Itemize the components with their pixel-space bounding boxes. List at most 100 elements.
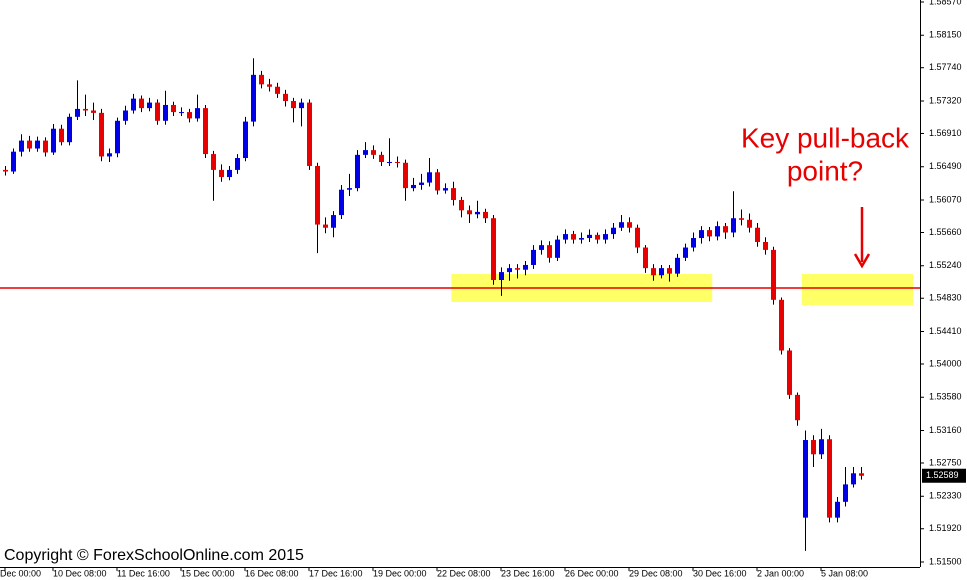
y-tick-label: 1.53160	[929, 425, 962, 435]
candle-body	[683, 247, 688, 258]
candle-body	[19, 140, 24, 152]
candle-body	[291, 100, 296, 109]
y-tick-label: 1.58150	[929, 30, 962, 40]
candle-body	[587, 234, 592, 239]
y-tick-label: 1.54410	[929, 326, 962, 336]
candle-body	[251, 74, 256, 122]
candle-body	[443, 188, 448, 191]
candle-body	[91, 110, 96, 113]
candle-body	[83, 108, 88, 111]
candle-body	[619, 222, 624, 228]
candle-body	[675, 257, 680, 274]
x-tick-label: 5 Jan 08:00	[821, 568, 868, 578]
candle-body	[211, 154, 216, 170]
candle-body	[491, 218, 496, 281]
annotation: point?	[787, 155, 863, 186]
candle-body	[411, 184, 416, 189]
y-tick-label: 1.52330	[929, 491, 962, 501]
candle-body	[435, 172, 440, 191]
x-tick-label: 11 Dec 16:00	[117, 568, 170, 578]
candle-body	[731, 218, 736, 233]
y-tick-label: 1.51920	[929, 523, 962, 533]
x-tick-label: 2 Jan 00:00	[757, 568, 804, 578]
candle-body	[515, 268, 520, 270]
candle-body	[811, 440, 816, 455]
candle-body	[523, 264, 528, 270]
candle-body	[427, 172, 432, 183]
candle-body	[851, 473, 856, 485]
last-price-box	[922, 468, 966, 483]
candle-body	[371, 150, 376, 155]
candle-body	[115, 120, 120, 154]
candle-body	[747, 219, 752, 228]
candle-body	[99, 112, 104, 157]
candle-body	[283, 93, 288, 101]
candle-body	[539, 245, 544, 250]
candle-body	[235, 158, 240, 170]
y-tick-label: 1.51500	[929, 556, 962, 566]
candle-body	[123, 110, 128, 121]
candle-body	[723, 226, 728, 233]
candle-body	[451, 188, 456, 201]
candle-body	[243, 121, 248, 159]
candle-body	[827, 439, 832, 518]
y-tick-label: 1.56910	[929, 128, 962, 138]
candles	[3, 58, 864, 551]
copyright: Copyright © ForexSchoolOnline.com 2015	[4, 547, 304, 564]
candle-body	[419, 182, 424, 185]
x-tick-label: 16 Dec 08:00	[245, 568, 299, 578]
candle-body	[307, 102, 312, 166]
candle-body	[859, 473, 864, 476]
candle-body	[323, 224, 328, 228]
candle-body	[787, 350, 792, 395]
y-tick-label: 1.57320	[929, 95, 962, 105]
candle-body	[355, 154, 360, 189]
x-tick-label: 22 Dec 08:00	[437, 568, 491, 578]
candle-body	[299, 102, 304, 109]
y-tick-label: 1.52750	[929, 457, 962, 467]
candle-body	[131, 98, 136, 111]
candle-body	[35, 140, 40, 149]
candle-body	[755, 227, 760, 242]
candle-body	[691, 238, 696, 248]
annotation: Key pull-back	[741, 122, 910, 153]
candle-body	[315, 165, 320, 225]
x-tick-label: 15 Dec 00:00	[181, 568, 235, 578]
candle-body	[779, 299, 784, 351]
candle-body	[499, 272, 504, 281]
y-tick-label: 1.56070	[929, 194, 962, 204]
candle-body	[835, 501, 840, 518]
x-tick-label: 17 Dec 16:00	[309, 568, 363, 578]
candle-body	[267, 84, 272, 87]
candle-body	[139, 98, 144, 109]
candle-body	[339, 189, 344, 216]
y-tick-label: 1.54830	[929, 293, 962, 303]
candle-body	[819, 439, 824, 455]
candle-body	[715, 226, 720, 237]
x-tick-label: 10 Dec 08:00	[53, 568, 107, 578]
y-tick-label: 1.58570	[929, 0, 962, 6]
y-tick-label: 1.55660	[929, 227, 962, 237]
candle-body	[3, 169, 8, 172]
candle-body	[363, 150, 368, 155]
y-tick-label: 1.56490	[929, 161, 962, 171]
x-tick-label: 26 Dec 00:00	[565, 568, 619, 578]
y-tick-label: 1.57740	[929, 62, 962, 72]
candle-body	[331, 215, 336, 228]
candle-body	[507, 268, 512, 273]
candle-body	[531, 249, 536, 265]
candle-body	[611, 227, 616, 235]
candle-body	[635, 227, 640, 248]
candle-body	[395, 161, 400, 163]
candle-body	[59, 128, 64, 143]
candle-body	[483, 211, 488, 219]
candle-body	[467, 210, 472, 215]
arrow-head	[853, 253, 871, 269]
candle-body	[147, 102, 152, 109]
candle-body	[595, 234, 600, 240]
x-tick-label: 23 Dec 16:00	[501, 568, 555, 578]
zones	[451, 273, 913, 305]
candle-body	[459, 200, 464, 211]
y-tick-label: 1.54000	[929, 358, 962, 368]
